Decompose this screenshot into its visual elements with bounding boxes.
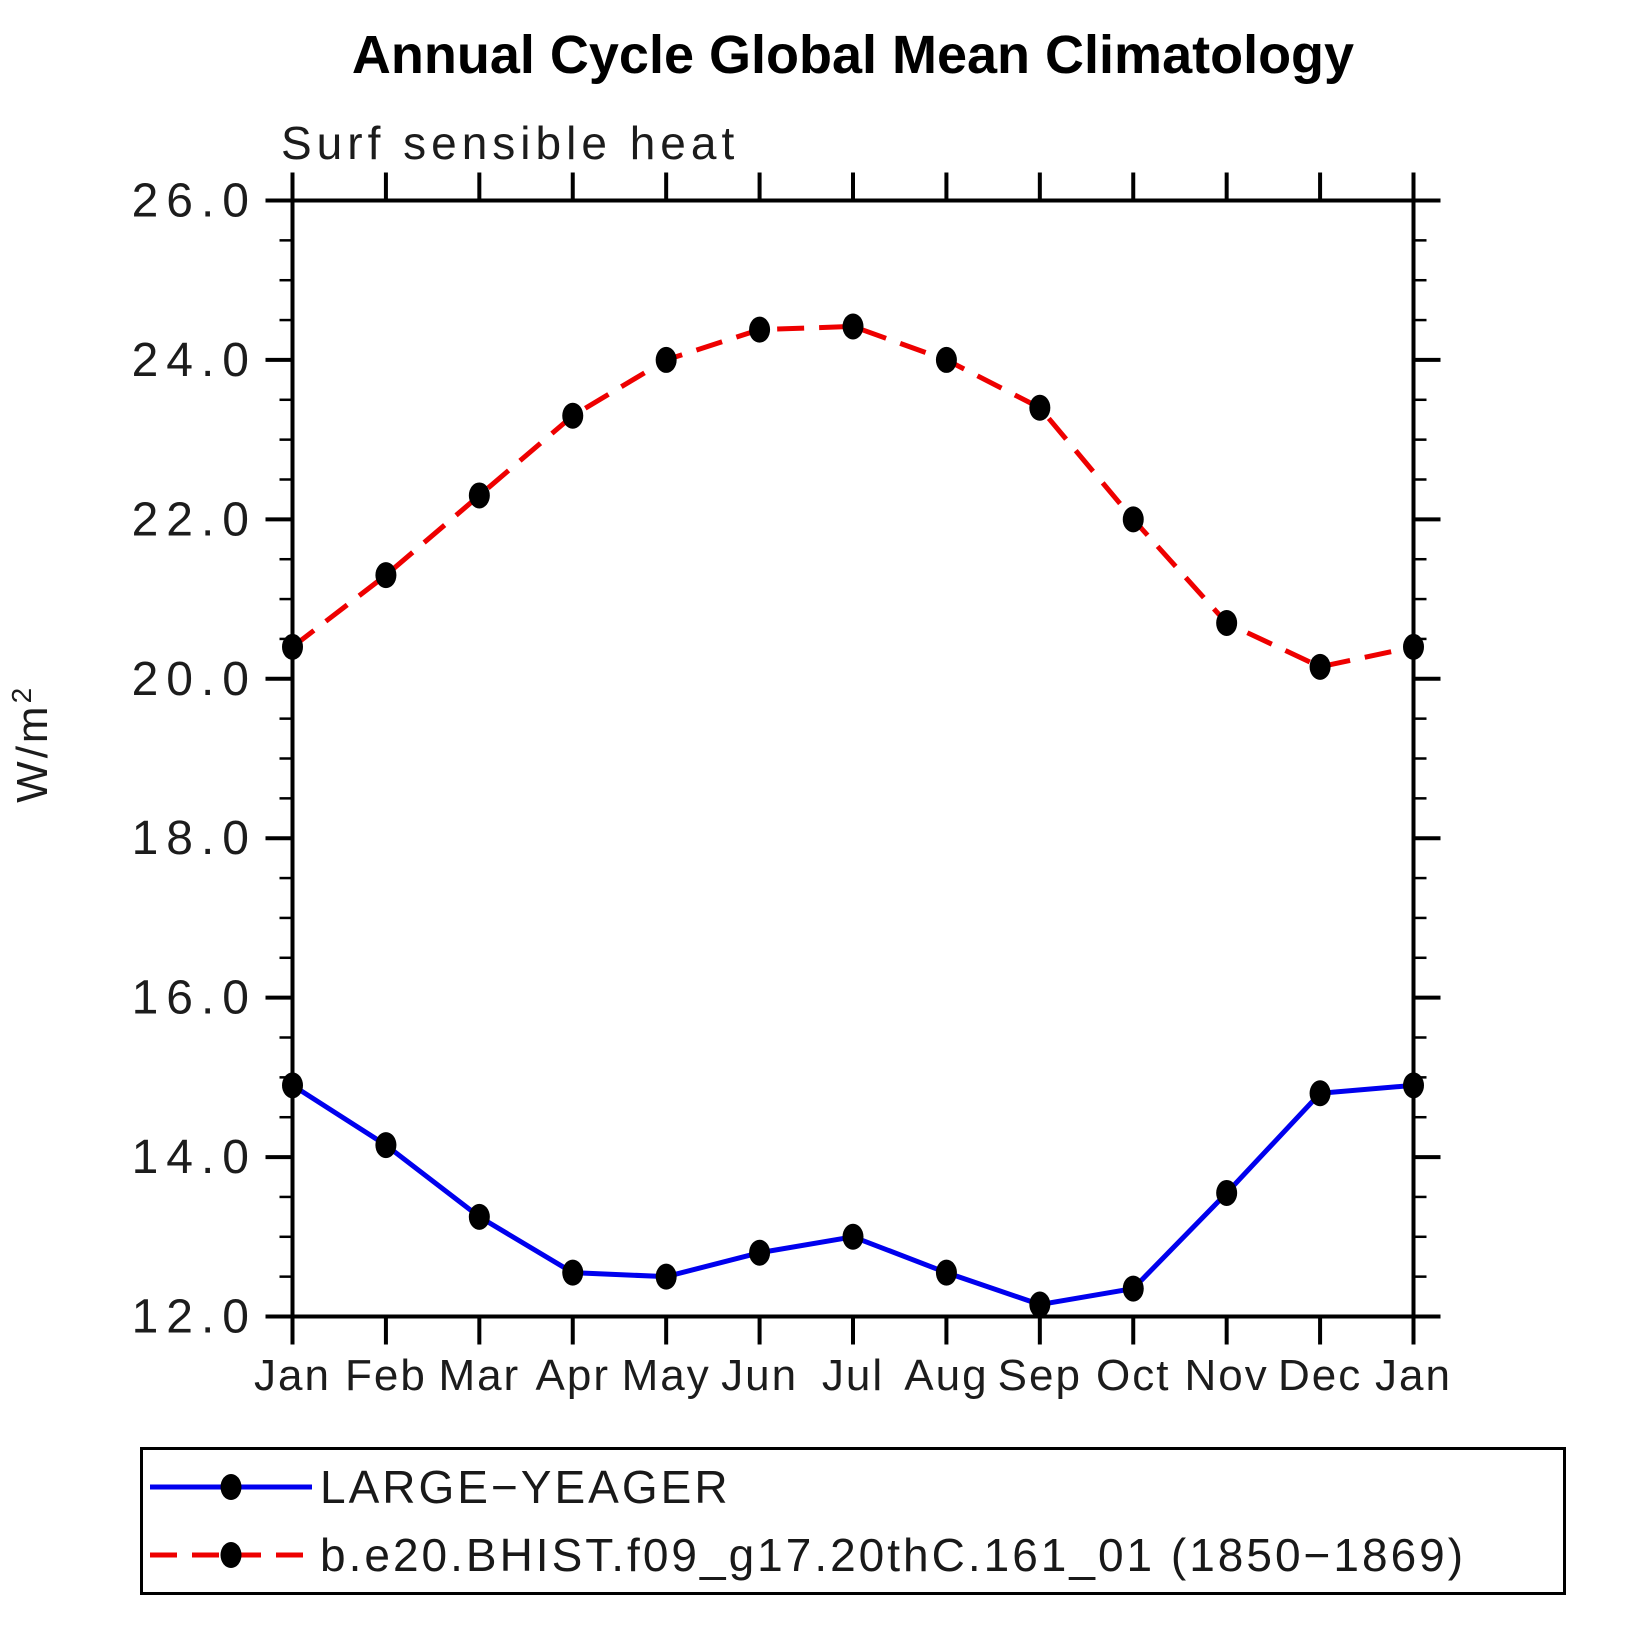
data-point-marker [1309,1080,1331,1107]
page-title: Annual Cycle Global Mean Climatology [351,25,1355,85]
y-tick-label: 24.0 [132,334,257,387]
legend-marker-dot-icon [220,1541,242,1568]
data-point-marker [1122,506,1144,533]
data-point-marker [1403,633,1424,660]
data-point-marker [375,1132,397,1159]
x-tick-label: Dec [1278,1351,1362,1400]
legend-label: LARGE−YEAGER [320,1461,731,1514]
data-point-marker [1216,1179,1238,1206]
legend-entry-bhist: b.e20.BHIST.f09_g17.20thC.161_01 (1850−1… [146,1523,1563,1587]
data-point-marker [655,1263,677,1290]
x-tick-label: Mar [438,1351,520,1400]
legend-label: b.e20.BHIST.f09_g17.20thC.161_01 (1850−1… [320,1528,1467,1581]
x-tick-label: Apr [536,1351,610,1400]
x-tick-label: Oct [1096,1351,1170,1400]
data-point-marker [1029,394,1051,421]
plot-frame [290,198,1416,1319]
x-tick-label: May [622,1351,711,1400]
series-line-1 [290,323,1415,670]
y-tick-label: 22.0 [132,493,257,546]
x-tick-label: Jul [822,1351,884,1400]
x-tick-label: Nov [1185,1351,1269,1400]
data-point-marker [935,1259,957,1286]
x-tick-label: Jan [1375,1351,1452,1400]
data-point-marker [1403,1072,1424,1099]
data-point-marker [935,346,957,373]
data-point-marker [282,1072,303,1099]
data-point-marker [375,562,397,589]
legend-marker-dot-icon [220,1474,242,1501]
x-tick-label: Jun [721,1351,798,1400]
data-point-marker [1122,1275,1144,1302]
y-tick-label: 14.0 [132,1131,257,1184]
y-tick-label: 16.0 [132,972,257,1025]
legend: LARGE−YEAGER b.e20.BHIST.f09_g17.20thC.1… [140,1447,1566,1595]
data-point-marker [1029,1291,1051,1318]
x-tick-label: Feb [345,1351,427,1400]
data-point-marker [749,1239,771,1266]
data-point-marker [468,1203,490,1230]
data-point-marker [1216,609,1238,636]
x-tick-label: Sep [998,1351,1082,1400]
y-tick-label: 26.0 [132,175,257,228]
y-tick-label: 18.0 [132,812,257,865]
data-point-marker [842,313,864,340]
y-tick-label: 12.0 [132,1291,257,1344]
data-point-marker [562,402,584,429]
x-tick-label: Jan [254,1351,331,1400]
legend-entry-large-yeager: LARGE−YEAGER [146,1455,1563,1519]
plot-subtitle: Surf sensible heat [281,117,740,169]
data-point-marker [468,482,490,509]
x-tick-label: Aug [904,1351,988,1400]
data-point-marker [282,633,303,660]
series-line-0 [291,1082,1414,1308]
legend-line-swatch [150,1541,312,1568]
legend-line-swatch [150,1474,312,1501]
data-point-marker [749,316,771,343]
data-point-marker [842,1223,864,1250]
data-point-marker [1309,653,1331,680]
data-point-marker [562,1259,584,1286]
data-point-marker [655,346,677,373]
y-tick-label: 20.0 [132,653,257,706]
